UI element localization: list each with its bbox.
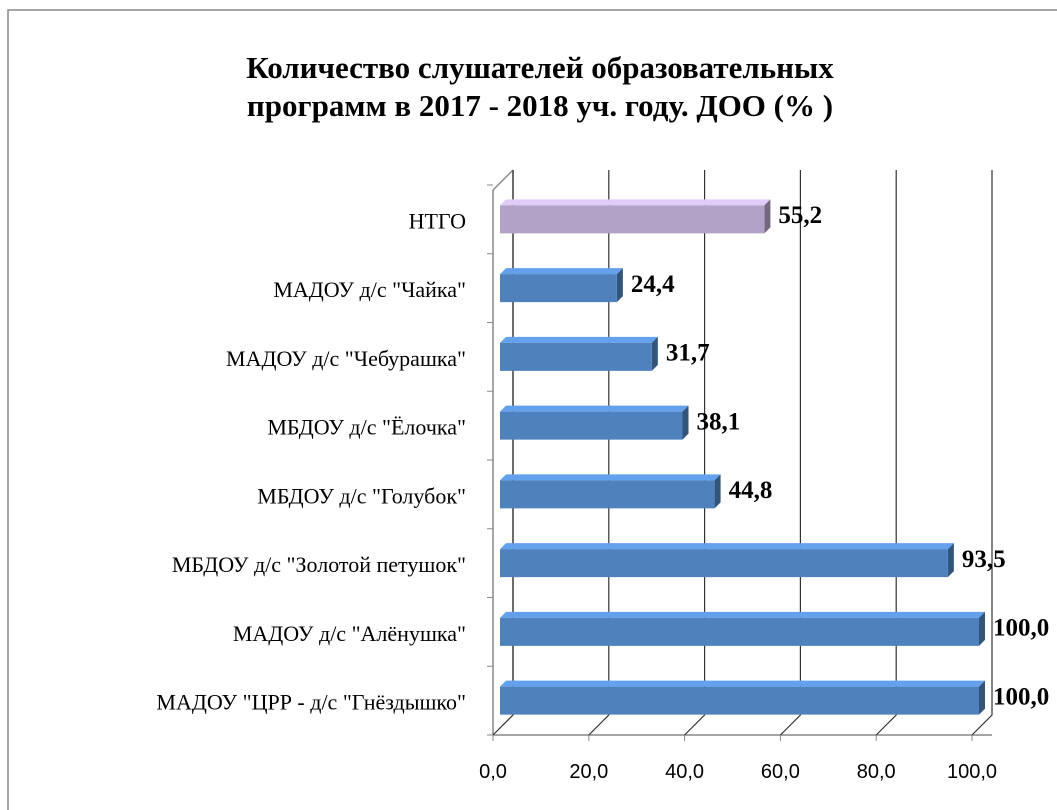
x-tick-label: 100,0 xyxy=(947,761,997,783)
value-label: 44,8 xyxy=(729,477,773,504)
grid-line xyxy=(971,170,993,736)
y-tick-label: МБДОУ д/с "Ёлочка" xyxy=(267,415,466,440)
bar xyxy=(500,205,765,234)
value-label: 24,4 xyxy=(631,271,675,298)
bar-end xyxy=(682,405,689,440)
bar-end xyxy=(616,268,623,303)
bar-top xyxy=(500,336,658,343)
y-tick-label: МАДОУ д/с "Алёнушка" xyxy=(233,621,466,646)
y-tick-label: МБДОУ д/с "Голубок" xyxy=(257,483,466,508)
bar-top xyxy=(500,405,689,412)
x-tick-label: 60,0 xyxy=(761,761,800,783)
chart-title: программ в 2017 - 2018 уч. году. ДОО (% … xyxy=(247,88,833,123)
value-label: 55,2 xyxy=(778,202,822,229)
y-tick-label: НТГО xyxy=(409,208,466,233)
bar-top xyxy=(500,474,721,481)
x-tick-label: 80,0 xyxy=(857,761,896,783)
bar xyxy=(500,549,948,578)
wall-edge xyxy=(492,169,514,191)
bar-end xyxy=(651,336,658,371)
bar-end xyxy=(714,474,721,509)
bar-end xyxy=(979,680,985,715)
bar-end xyxy=(947,543,954,578)
value-label: 38,1 xyxy=(696,408,740,435)
bar-top xyxy=(500,268,623,275)
x-tick-label: 20,0 xyxy=(569,761,608,783)
y-tick-label: МАДОУ д/с "Чайка" xyxy=(273,277,466,302)
y-tick-label: МАДОУ "ЦРР - д/с "Гнёздышко" xyxy=(156,690,466,715)
bar xyxy=(500,342,652,371)
bar xyxy=(500,686,979,715)
y-tick-label: МАДОУ д/с "Чебурашка" xyxy=(226,346,466,371)
bar-top xyxy=(500,611,985,618)
grid-line xyxy=(779,170,802,736)
bar xyxy=(500,480,715,509)
value-label: 100,0 xyxy=(993,615,1049,642)
grid-line xyxy=(875,170,897,736)
x-tick-label: 40,0 xyxy=(665,761,704,783)
bar xyxy=(500,411,683,440)
bar-end xyxy=(979,611,985,646)
bar-top xyxy=(500,199,771,206)
grid-line xyxy=(684,170,706,736)
value-label: 31,7 xyxy=(666,340,710,367)
value-label: 100,0 xyxy=(993,683,1049,710)
x-tick-label: 0,0 xyxy=(479,761,507,783)
bar-top xyxy=(500,543,954,550)
bar-end xyxy=(764,199,771,234)
y-tick-label: МБДОУ д/с "Золотой петушок" xyxy=(172,552,466,577)
bar xyxy=(500,274,617,303)
bar xyxy=(500,617,979,646)
bar-top xyxy=(500,680,985,687)
chart-title: Количество слушателей образовательных xyxy=(246,50,834,85)
value-label: 93,5 xyxy=(962,546,1006,573)
